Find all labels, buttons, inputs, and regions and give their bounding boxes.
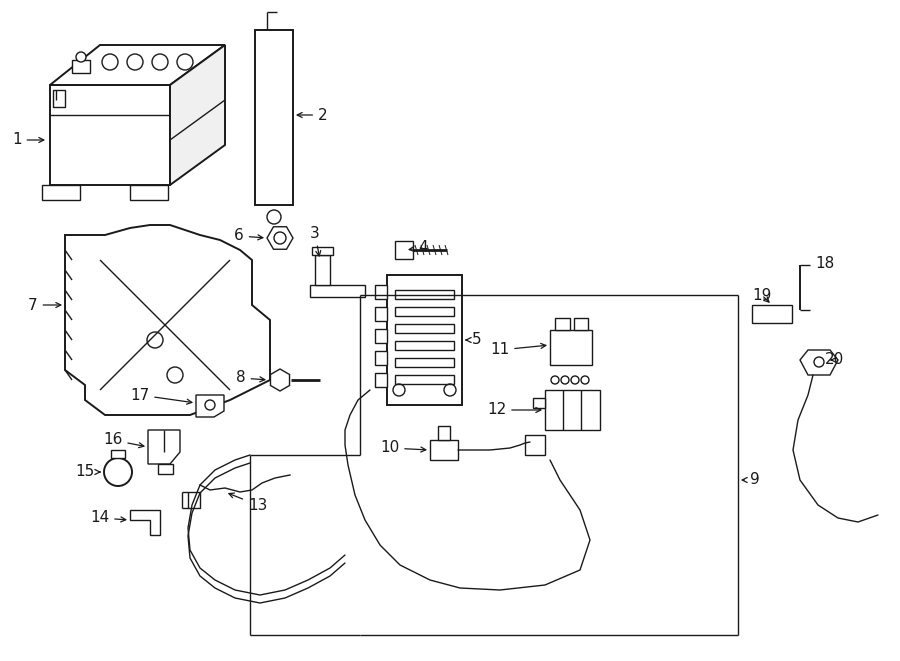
Text: 6: 6 <box>234 229 263 243</box>
Polygon shape <box>555 318 570 330</box>
Polygon shape <box>196 395 224 417</box>
Text: 2: 2 <box>297 108 328 122</box>
Polygon shape <box>271 369 290 391</box>
Polygon shape <box>312 247 333 255</box>
Polygon shape <box>800 350 838 375</box>
Polygon shape <box>574 318 588 330</box>
Text: 14: 14 <box>90 510 126 525</box>
Polygon shape <box>50 85 170 185</box>
Bar <box>395 358 454 367</box>
Polygon shape <box>72 60 90 73</box>
Bar <box>255 30 293 205</box>
Polygon shape <box>430 440 458 460</box>
Polygon shape <box>550 330 592 365</box>
Circle shape <box>104 458 132 486</box>
Text: 13: 13 <box>229 493 267 512</box>
Polygon shape <box>545 390 600 430</box>
Circle shape <box>76 52 86 62</box>
Polygon shape <box>533 398 545 408</box>
Polygon shape <box>111 450 125 458</box>
Polygon shape <box>130 510 160 535</box>
Text: 20: 20 <box>825 352 844 368</box>
Text: 19: 19 <box>752 288 771 303</box>
Text: 16: 16 <box>103 432 144 447</box>
Polygon shape <box>375 373 387 387</box>
Polygon shape <box>50 45 225 85</box>
Text: 9: 9 <box>742 473 760 488</box>
Polygon shape <box>158 464 173 474</box>
Text: 1: 1 <box>12 132 44 147</box>
Circle shape <box>177 54 193 70</box>
Bar <box>395 324 454 333</box>
Polygon shape <box>53 90 65 107</box>
Bar <box>395 341 454 350</box>
Text: 18: 18 <box>815 256 834 270</box>
Polygon shape <box>267 227 293 249</box>
Text: 11: 11 <box>490 342 545 358</box>
Text: 8: 8 <box>236 371 265 385</box>
Circle shape <box>152 54 168 70</box>
Polygon shape <box>375 329 387 343</box>
Polygon shape <box>65 225 270 415</box>
Text: 12: 12 <box>487 403 541 418</box>
Text: 10: 10 <box>380 440 426 455</box>
Polygon shape <box>395 241 413 259</box>
Text: 15: 15 <box>75 465 100 479</box>
Text: 17: 17 <box>130 387 192 404</box>
Polygon shape <box>752 305 792 323</box>
Polygon shape <box>148 430 180 464</box>
Circle shape <box>102 54 118 70</box>
Polygon shape <box>375 285 387 299</box>
Circle shape <box>127 54 143 70</box>
Polygon shape <box>438 426 450 440</box>
Polygon shape <box>42 185 80 200</box>
Polygon shape <box>525 435 545 455</box>
Bar <box>387 275 462 405</box>
Polygon shape <box>375 307 387 321</box>
Bar <box>395 307 454 316</box>
Bar <box>395 375 454 384</box>
Polygon shape <box>375 351 387 365</box>
Text: 4: 4 <box>410 241 427 256</box>
Polygon shape <box>310 285 365 297</box>
Polygon shape <box>315 255 330 285</box>
Polygon shape <box>170 45 225 185</box>
Text: 5: 5 <box>466 332 482 348</box>
Polygon shape <box>130 185 168 200</box>
Text: 7: 7 <box>28 297 61 313</box>
Circle shape <box>267 210 281 224</box>
Text: 3: 3 <box>310 225 320 256</box>
Polygon shape <box>188 492 200 508</box>
Bar <box>395 290 454 299</box>
